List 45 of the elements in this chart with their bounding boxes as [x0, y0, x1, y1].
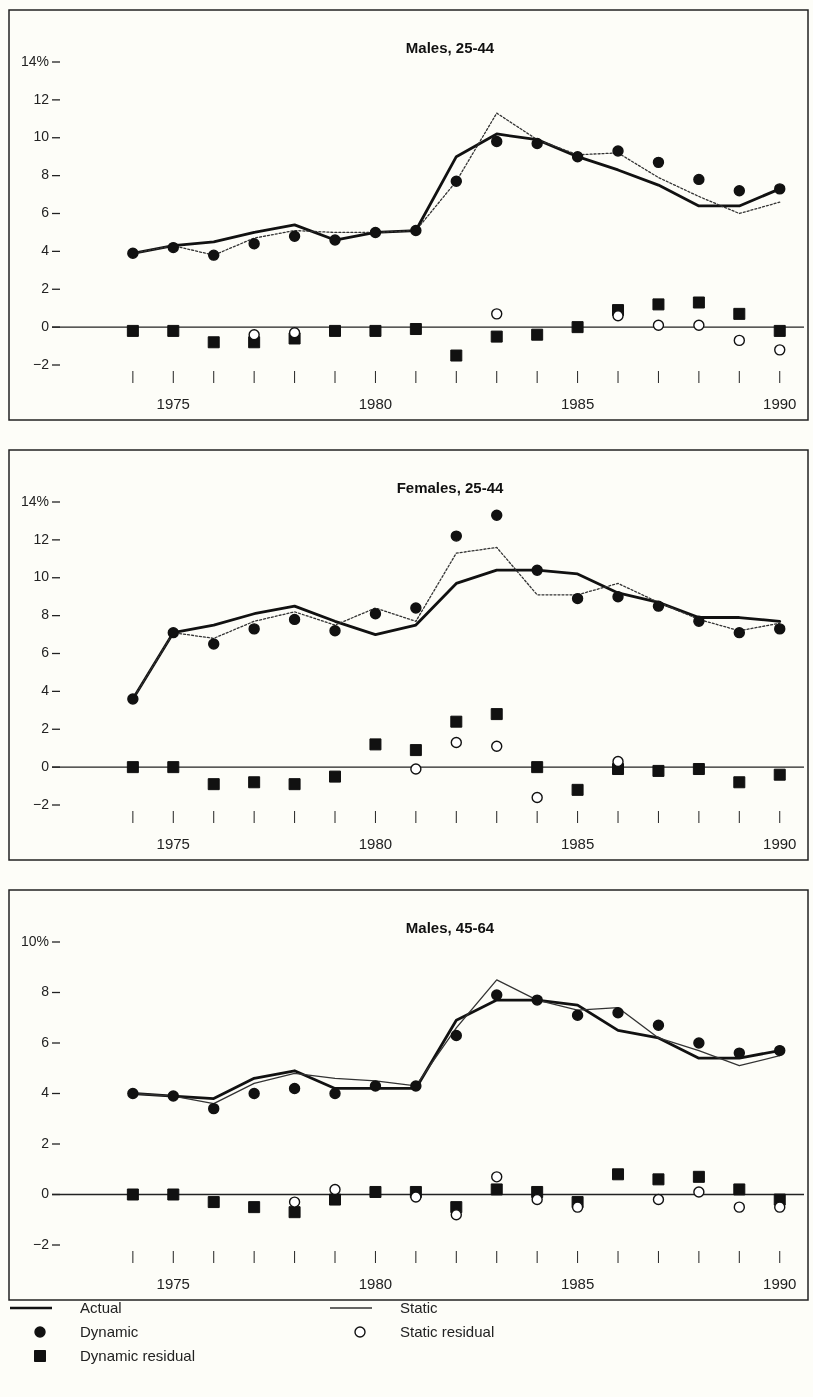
- x-tick-label: 1975: [156, 1275, 190, 1292]
- legend-label: Dynamic: [80, 1323, 139, 1340]
- y-tick-label: 4: [41, 1084, 50, 1101]
- y-tick-label: 6: [41, 644, 50, 661]
- y-tick-label: 0: [41, 1185, 50, 1202]
- y-tick-label: 6: [41, 1033, 50, 1050]
- y-tick-label: 12: [33, 530, 50, 547]
- chart-title: Males, 45-64: [405, 919, 495, 936]
- chart-title: Females, 25-44: [396, 479, 505, 496]
- x-tick-label: 1985: [560, 1275, 595, 1292]
- x-tick-label: 1980: [358, 835, 393, 852]
- x-tick-label: 1980: [358, 395, 393, 412]
- y-tick-label: 10: [33, 128, 50, 145]
- x-tick-label: 1990: [763, 835, 797, 852]
- y-tick-label: 14%: [20, 492, 49, 509]
- legend-label: Actual: [80, 1299, 122, 1316]
- y-tick-label: 10%: [20, 932, 49, 949]
- y-tick-label: 8: [41, 606, 50, 623]
- x-tick-label: 1985: [560, 395, 595, 412]
- chart-title: Males, 25-44: [405, 39, 495, 56]
- legend-label: Dynamic residual: [80, 1347, 196, 1364]
- x-tick-label: 1975: [156, 835, 190, 852]
- y-tick-label: 12: [33, 90, 50, 107]
- y-tick-label: 4: [41, 242, 50, 259]
- y-tick-label: 2: [41, 279, 50, 296]
- y-tick-label: 2: [41, 1134, 50, 1151]
- x-tick-label: 1985: [560, 835, 595, 852]
- y-tick-label: 0: [41, 317, 50, 334]
- y-tick-label: 0: [41, 757, 50, 774]
- y-tick-label: 6: [41, 204, 50, 221]
- y-tick-label: −2: [33, 355, 50, 372]
- x-tick-label: 1990: [763, 1275, 797, 1292]
- y-tick-label: 4: [41, 682, 50, 699]
- y-tick-label: −2: [33, 795, 50, 812]
- y-tick-label: 8: [41, 983, 50, 1000]
- x-tick-label: 1975: [156, 395, 190, 412]
- legend-label: Static residual: [400, 1323, 495, 1340]
- x-tick-label: 1980: [358, 1275, 393, 1292]
- legend-label: Static: [400, 1299, 439, 1316]
- y-tick-label: 10: [33, 568, 50, 585]
- x-tick-label: 1990: [763, 395, 797, 412]
- y-tick-label: −2: [33, 1235, 50, 1252]
- y-tick-label: 2: [41, 719, 50, 736]
- y-tick-label: 8: [41, 166, 50, 183]
- y-tick-label: 14%: [20, 52, 49, 69]
